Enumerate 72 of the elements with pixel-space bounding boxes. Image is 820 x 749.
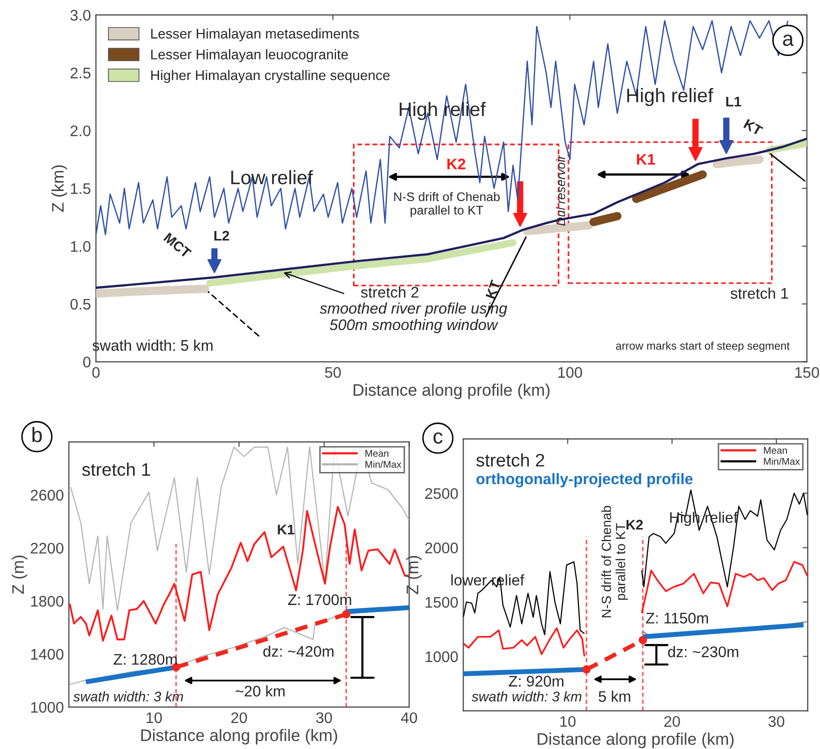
y-tick-label: 3.0 (70, 10, 90, 21)
y-axis-title: Z (km) (52, 165, 68, 212)
annotation: swath width: 3 km (472, 691, 582, 702)
x-tick-label: 40 (401, 712, 418, 724)
annotation: High relief (627, 88, 714, 106)
annotation: Z: 1280m (114, 654, 177, 665)
x-tick-label: 30 (316, 712, 332, 724)
annotation: stretch 2 (360, 286, 418, 298)
x-tick-label: 20 (231, 712, 247, 724)
annotation: Dul reservoir (556, 154, 566, 226)
x-tick-label: 150 (795, 367, 820, 378)
annotation: ~20 km (236, 685, 285, 697)
annotation: KT (743, 118, 764, 136)
x-tick-label: 20 (664, 716, 680, 727)
legend-label: Higher Himalayan crystalline sequence (151, 70, 390, 83)
annotation: swath width: 3 km (73, 691, 183, 702)
x-axis-title: Distance along profile (km) (538, 732, 734, 748)
annotation: L1 (726, 96, 742, 106)
annotation: K1 (278, 524, 294, 534)
y-tick-label: 2500 (425, 488, 458, 499)
y-axis-title: Z (m) (406, 556, 422, 594)
annotation: dz: ~420m (263, 646, 334, 657)
annotation: Z: 920m (508, 676, 564, 687)
legend-label: Mean (365, 450, 388, 457)
annotation: K2 (626, 520, 643, 530)
x-tick-label: 10 (560, 716, 576, 727)
annotation: K2 (447, 158, 466, 170)
x-tick-label: 10 (146, 712, 162, 724)
annotation: Low relief (231, 170, 313, 184)
y-axis-title: Z (m) (12, 556, 28, 594)
y-tick-label: 1400 (31, 648, 64, 660)
x-tick-label: 30 (768, 716, 784, 727)
annotation: Z: 1700m (288, 594, 352, 606)
y-tick-label: 2200 (30, 542, 64, 554)
y-tick-label: 1000 (31, 702, 64, 713)
y-tick-label: 2.5 (70, 68, 90, 78)
y-tick-label: 1800 (31, 596, 64, 607)
annotation: 5 km (598, 690, 630, 702)
y-tick-label: 1.0 (71, 241, 90, 252)
annotation: orthogonally-projected profile (476, 473, 693, 488)
y-tick-label: 0 (83, 356, 90, 368)
text: c (434, 432, 443, 444)
annotation: stretch 1 (82, 462, 150, 476)
text: b (32, 426, 42, 442)
y-tick-label: 1000 (426, 651, 458, 662)
legend-label: Mean (764, 447, 787, 454)
annotation: stretch 1 (730, 288, 788, 299)
annotation: N-S drift of Chenab parallel to KT (601, 506, 628, 618)
annotation: arrow marks start of steep segment (616, 342, 790, 352)
annotation: stretch 2 (476, 453, 544, 467)
annotation: K1 (636, 154, 656, 165)
y-tick-label: 2000 (425, 542, 458, 554)
x-axis-title: Distance along profile (km) (354, 384, 550, 400)
annotation: KT (486, 280, 501, 300)
annotation: a (783, 34, 794, 46)
legend-label: Min/Max (365, 460, 402, 468)
x-tick-label: 50 (325, 367, 341, 378)
legend-label: Min/Max (764, 458, 800, 465)
y-tick-label: 0.5 (70, 298, 90, 310)
annotation: Z: 1150m (646, 612, 708, 624)
y-tick-label: 1500 (426, 596, 458, 608)
annotation: dz: ~230m (668, 646, 738, 658)
x-tick-label: 100 (558, 367, 582, 378)
y-tick-label: 2.0 (70, 125, 90, 136)
x-tick-label: 0 (92, 367, 100, 378)
legend-label: Lesser Himalayan metasediments (151, 28, 359, 42)
annotation: L2 (214, 230, 230, 241)
x-axis-title: Distance along profile (km) (141, 728, 338, 744)
y-tick-label: 1.5 (71, 183, 90, 194)
annotation: N-S drift of Chenab parallel to KT (394, 192, 500, 218)
y-tick-label: 2600 (30, 490, 64, 501)
legend-label: Lesser Himalayan leuocogranite (151, 49, 348, 62)
